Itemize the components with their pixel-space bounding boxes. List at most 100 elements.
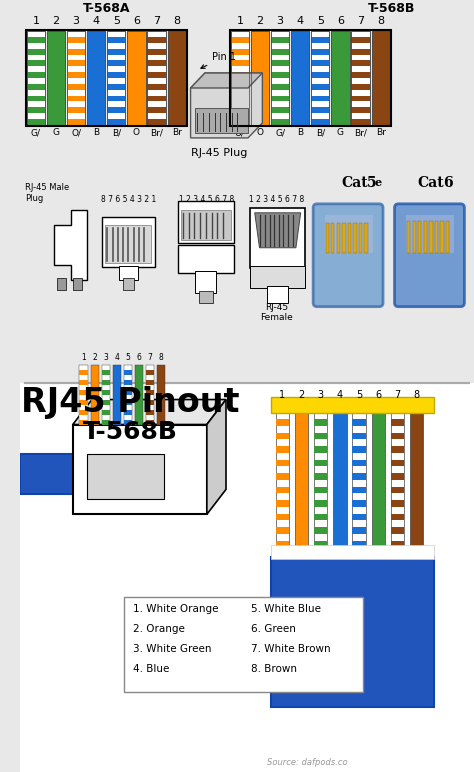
Bar [333, 412, 346, 547]
Bar [107, 37, 126, 42]
Bar [124, 400, 132, 405]
Bar [124, 598, 363, 692]
Bar [128, 31, 146, 125]
Bar [276, 540, 289, 547]
Text: 1: 1 [237, 16, 243, 26]
Bar [331, 31, 349, 125]
Bar [105, 225, 151, 262]
Text: G/: G/ [275, 128, 285, 137]
Bar [352, 433, 366, 439]
Text: T-568B: T-568B [83, 421, 178, 445]
Text: 4: 4 [93, 16, 100, 26]
Bar [267, 286, 288, 303]
Text: 7: 7 [147, 353, 152, 361]
Text: O/: O/ [235, 128, 245, 137]
Bar [80, 364, 88, 425]
Bar [271, 31, 289, 125]
Bar [107, 60, 126, 66]
Bar [27, 84, 45, 90]
Bar [351, 107, 370, 113]
Bar [351, 96, 370, 101]
Bar [27, 49, 45, 55]
Bar [271, 557, 434, 707]
Bar [342, 223, 346, 252]
Bar [251, 31, 269, 125]
Bar [231, 119, 249, 125]
Text: RJ-45 Plug: RJ-45 Plug [191, 148, 247, 158]
Bar [101, 400, 110, 405]
Text: G: G [53, 128, 60, 137]
Bar [27, 31, 45, 125]
Text: G: G [337, 128, 344, 137]
Bar [128, 31, 146, 125]
Bar [231, 72, 249, 78]
Bar [67, 37, 85, 42]
Polygon shape [73, 400, 226, 425]
Bar [107, 84, 126, 90]
Bar [410, 412, 423, 547]
Bar [311, 49, 329, 55]
Bar [314, 513, 328, 520]
Polygon shape [255, 213, 301, 248]
Bar [147, 60, 166, 66]
Text: 3: 3 [277, 16, 283, 26]
Bar [351, 49, 370, 55]
Text: 3: 3 [103, 353, 108, 361]
Bar [146, 380, 154, 384]
Bar [352, 473, 366, 480]
Text: 5: 5 [126, 353, 130, 361]
Bar [47, 31, 65, 125]
Bar [20, 455, 78, 494]
Bar [391, 513, 404, 520]
Text: 7: 7 [394, 390, 401, 400]
Bar [124, 409, 132, 415]
Bar [195, 271, 217, 293]
Bar [372, 31, 390, 125]
Bar [168, 31, 186, 125]
Bar [87, 31, 105, 125]
Bar [314, 473, 328, 480]
Bar [250, 208, 305, 268]
Text: Br/: Br/ [354, 128, 367, 137]
Bar [27, 96, 45, 101]
Bar [314, 486, 328, 493]
Bar [276, 513, 289, 520]
Text: 4. Blue: 4. Blue [133, 664, 170, 674]
Bar [20, 183, 474, 383]
Bar [123, 278, 134, 290]
Bar [91, 364, 99, 425]
Bar [146, 400, 154, 405]
Text: B/: B/ [316, 128, 325, 137]
Polygon shape [191, 73, 263, 138]
Text: 2: 2 [53, 16, 60, 26]
Bar [331, 31, 349, 125]
Bar [146, 409, 154, 415]
Bar [276, 412, 289, 547]
Bar [168, 31, 186, 125]
Text: 3: 3 [318, 390, 324, 400]
Bar [124, 419, 132, 425]
Bar [271, 84, 289, 90]
Bar [271, 72, 289, 78]
Bar [56, 278, 66, 290]
Text: 4: 4 [337, 390, 343, 400]
Bar [407, 221, 410, 252]
Bar [435, 221, 438, 252]
Text: O/: O/ [71, 128, 81, 137]
Bar [147, 96, 166, 101]
Text: 1: 1 [32, 16, 39, 26]
Bar [271, 31, 289, 125]
Bar [314, 433, 328, 439]
Bar [391, 527, 404, 534]
Text: Cat: Cat [341, 176, 367, 190]
Bar [391, 473, 404, 480]
Bar [314, 540, 328, 547]
Bar [107, 31, 126, 125]
Polygon shape [207, 400, 226, 514]
Bar [351, 84, 370, 90]
Bar [87, 455, 164, 499]
Text: 5: 5 [356, 390, 362, 400]
Bar [391, 486, 404, 493]
Bar [314, 412, 328, 547]
Text: 6. Green: 6. Green [251, 625, 296, 635]
